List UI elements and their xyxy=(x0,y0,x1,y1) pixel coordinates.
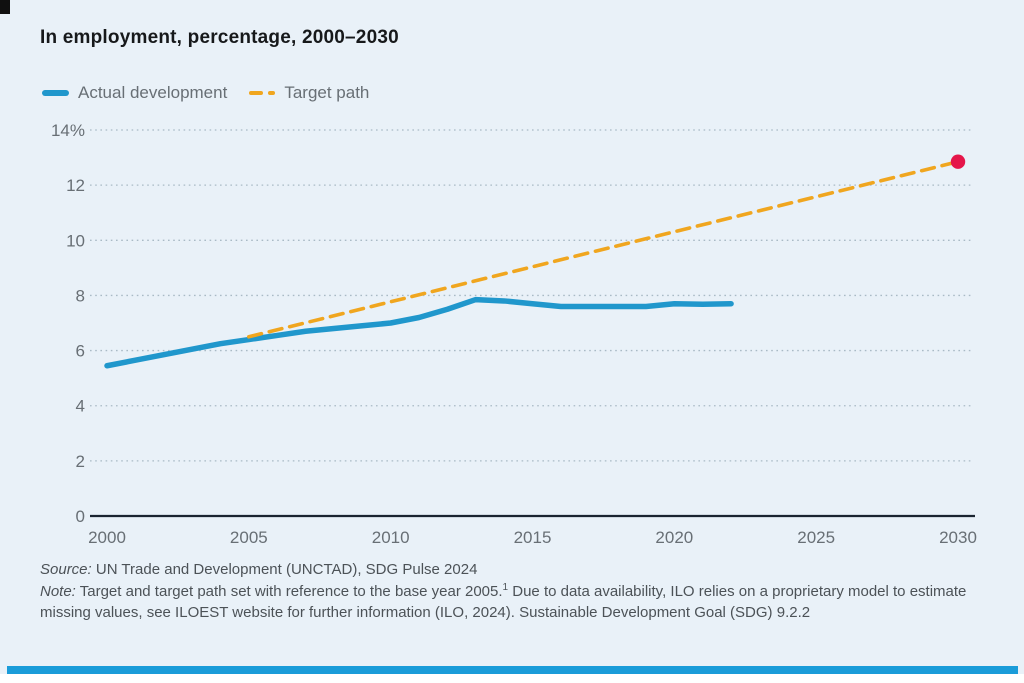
bottom-accent-bar xyxy=(7,666,1018,674)
note-text-1: Target and target path set with referenc… xyxy=(75,582,503,600)
target-line-swatch-icon xyxy=(249,91,276,95)
source-line: Source: UN Trade and Development (UNCTAD… xyxy=(40,559,994,581)
chart-title: In employment, percentage, 2000–2030 xyxy=(40,27,399,48)
note-text-2: Due to data availability, ILO relies on … xyxy=(40,582,967,622)
note-line: Note: Target and target path set with re… xyxy=(40,581,994,624)
y-tick-label: 0 xyxy=(76,507,85,526)
target-endpoint-dot xyxy=(950,154,966,169)
y-tick-label: 6 xyxy=(76,342,85,361)
chart-legend: Actual development Target path xyxy=(42,83,369,103)
legend-item-actual: Actual development xyxy=(42,83,227,103)
x-tick-label: 2010 xyxy=(372,528,410,547)
x-tick-label: 2005 xyxy=(230,528,268,547)
legend-item-target: Target path xyxy=(249,83,369,103)
source-text: UN Trade and Development (UNCTAD), SDG P… xyxy=(91,561,478,578)
y-tick-label: 14% xyxy=(51,121,85,140)
x-tick-label: 2015 xyxy=(514,528,552,547)
note-label: Note: xyxy=(40,582,76,600)
corner-mark xyxy=(0,0,10,14)
legend-label-target: Target path xyxy=(284,83,370,102)
source-label: Source: xyxy=(40,561,92,578)
legend-label-actual: Actual development xyxy=(78,83,228,102)
y-tick-label: 4 xyxy=(76,397,85,416)
y-tick-label: 2 xyxy=(76,452,85,471)
y-tick-label: 10 xyxy=(66,231,85,250)
bottom-margin xyxy=(0,674,1024,683)
y-tick-label: 8 xyxy=(76,286,85,305)
actual-development-line xyxy=(104,296,734,369)
x-tick-label: 2000 xyxy=(88,528,126,547)
x-tick-label: 2025 xyxy=(797,528,835,547)
footnotes: Source: UN Trade and Development (UNCTAD… xyxy=(40,559,994,624)
x-tick-label: 2030 xyxy=(939,528,977,547)
actual-line-swatch-icon xyxy=(42,90,69,96)
note-superscript: 1 xyxy=(502,581,509,593)
y-tick-label: 12 xyxy=(66,176,85,195)
x-tick-label: 2020 xyxy=(655,528,693,547)
target-path-line xyxy=(247,159,960,339)
